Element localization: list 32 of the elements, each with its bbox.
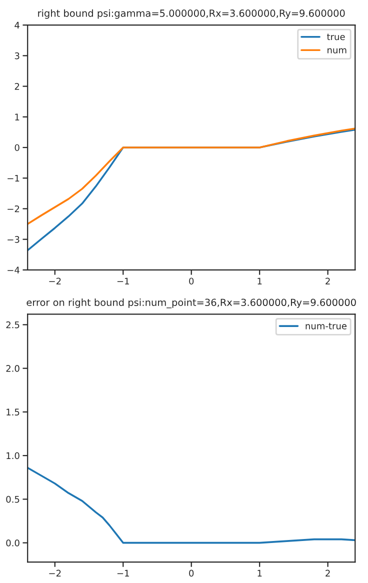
y-tick-label: 2.5 [6, 321, 20, 328]
x-tick-label: 2 [326, 278, 330, 284]
x-tick-label: 0 [189, 278, 194, 285]
y-tick-label: 0.0 [6, 540, 20, 546]
legend-label: num [328, 48, 346, 54]
line-series [28, 128, 356, 225]
x-tick-label: 1 [258, 278, 262, 284]
y-tick-label: 2 [14, 83, 20, 90]
y-tick-label: 0 [14, 144, 20, 152]
y-tick-label: −2 [8, 205, 20, 212]
line-series [28, 466, 356, 544]
x-tick-label: −2 [49, 278, 61, 284]
x-tick-label: 1 [258, 570, 262, 577]
y-tick-label: −1 [8, 174, 20, 182]
x-tick-label: −1 [117, 570, 129, 577]
y-tick-label: −4 [8, 266, 20, 274]
x-tick-label: −1 [117, 278, 129, 284]
y-tick-label: 1.5 [6, 408, 20, 416]
x-tick-label: −2 [49, 570, 61, 577]
y-tick-label: 3 [14, 52, 20, 60]
y-tick-label: 2.0 [6, 365, 20, 372]
y-tick-label: −3 [8, 236, 20, 243]
y-tick-label: 0.5 [6, 496, 20, 503]
y-tick-label: 4 [14, 22, 20, 28]
x-tick-label: 0 [189, 570, 194, 577]
legend-label: num-true [306, 322, 347, 330]
legend-label: true [327, 34, 345, 40]
x-tick-label: 2 [326, 570, 330, 577]
chart-title: right bound psi:gamma=5.000000,Rx=3.600000,Ry=9.600000 [38, 9, 345, 19]
y-tick-label: 1 [15, 114, 20, 120]
chart-title: error on right bound psi:num_point=36,Rx=3.600000,Ry=9.600000 [26, 298, 356, 308]
y-tick-label: 1.0 [6, 452, 20, 460]
